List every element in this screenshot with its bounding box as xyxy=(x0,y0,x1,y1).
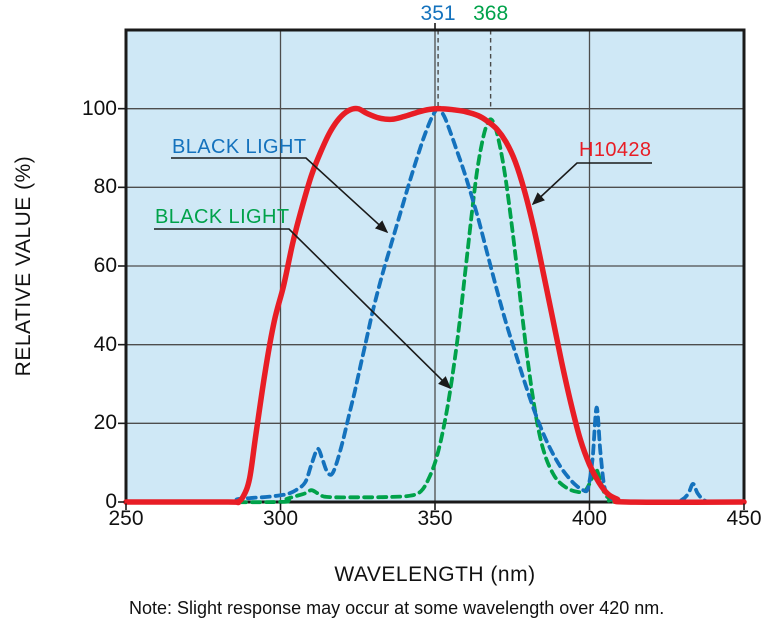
x-tick-label-250: 250 xyxy=(108,507,144,530)
y-tick-label-20: 20 xyxy=(93,411,117,435)
h10428-arrow xyxy=(531,162,652,206)
blacklight-blue-label: BLACK LIGHT xyxy=(172,136,307,158)
annotation-leader-lines xyxy=(154,157,652,390)
y-tick-label-40: 40 xyxy=(93,332,117,356)
x-tick-label-300: 300 xyxy=(262,507,299,530)
x-tick-label-450: 450 xyxy=(726,507,762,530)
blacklight-green-arrow xyxy=(154,228,452,390)
h10428-curve xyxy=(123,105,747,506)
marker-label-368: 368 xyxy=(473,2,509,25)
blacklight-green-curve xyxy=(124,117,746,505)
blacklight-blue-arrow xyxy=(171,157,389,234)
x-axis-title: WAVELENGTH (nm) xyxy=(334,563,536,586)
axis-ticks xyxy=(118,23,745,510)
y-tick-label-80: 80 xyxy=(93,175,117,199)
y-tick-label-60: 60 xyxy=(93,254,117,277)
footnote: Note: Slight response may occur at some … xyxy=(129,598,665,618)
x-tick-label-400: 400 xyxy=(571,507,608,530)
x-tick-label-350: 350 xyxy=(417,507,453,530)
h10428-label: H10428 xyxy=(579,139,652,161)
y-tick-label-0: 0 xyxy=(105,490,117,513)
gridlines xyxy=(126,30,744,502)
wavelength-marker-lines xyxy=(437,30,492,109)
y-axis-title: RELATIVE VALUE (%) xyxy=(12,155,35,377)
blacklight-green-label: BLACK LIGHT xyxy=(155,206,290,228)
curves xyxy=(123,105,747,506)
marker-label-351: 351 xyxy=(420,2,456,25)
y-tick-label-100: 100 xyxy=(81,96,117,120)
